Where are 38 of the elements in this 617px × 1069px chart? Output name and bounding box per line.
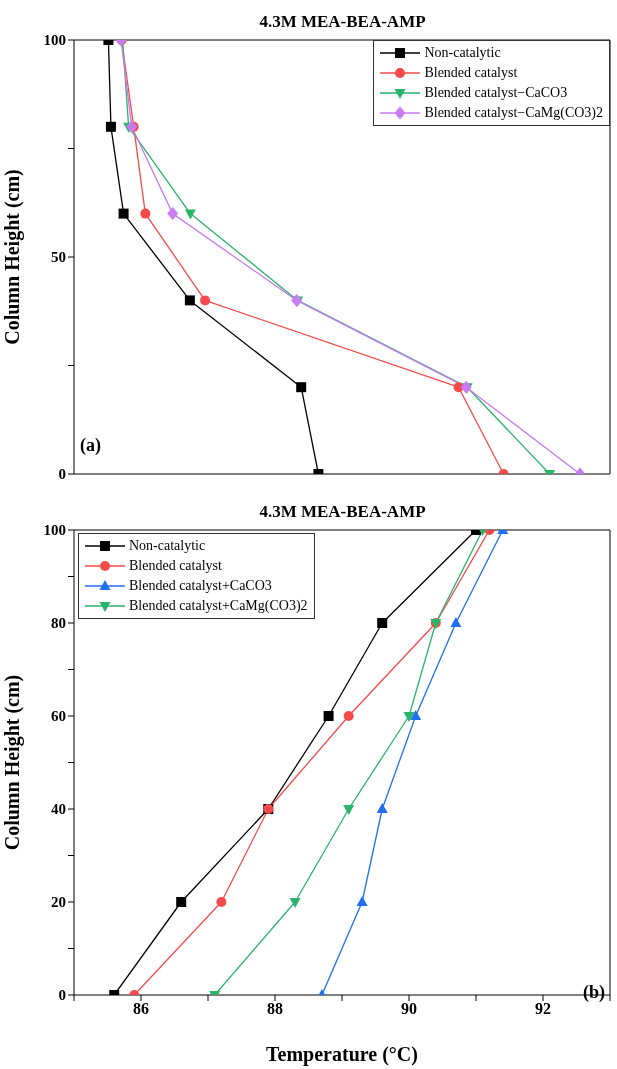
legend-label: Blended catalyst−CaMg(CO3)2	[424, 105, 603, 121]
x-tick-label: 90	[401, 1000, 417, 1018]
point	[403, 712, 415, 722]
y-tick-label: 40	[51, 801, 66, 818]
y-tick-label: 80	[51, 615, 66, 632]
x-axis-title: Temperature (°C)	[266, 1043, 418, 1066]
legend-label: Non-catalytic	[129, 538, 206, 554]
y-axis-title: Column Height (cm)	[1, 169, 25, 345]
annotation: (b)	[583, 982, 605, 1003]
point	[343, 805, 355, 815]
point	[376, 803, 388, 813]
y-tick-label: 20	[51, 894, 66, 911]
y-axis-title: Column Height (cm)	[1, 674, 25, 851]
legend-label: Non-catalytic	[424, 45, 501, 61]
legend-label: Blended catalyst+CaMg(CO3)2	[129, 598, 308, 614]
chart-title: 4.3M MEA-BEA-AMP	[258, 12, 427, 32]
y-tick-label: 100	[43, 32, 66, 49]
point	[410, 710, 422, 720]
point	[176, 897, 187, 907]
y-tick-label: 100	[43, 522, 66, 539]
legend-label: Blended catalyst+CaCO3	[129, 578, 272, 594]
point	[356, 896, 368, 906]
x-tick-label: 86	[133, 1000, 149, 1018]
legend-label: Blended catalyst	[424, 65, 518, 81]
y-tick-label: 0	[58, 466, 66, 483]
y-tick-label: 60	[51, 708, 66, 725]
point	[377, 618, 388, 628]
legend-label: Blended catalyst−CaCO3	[424, 85, 568, 101]
y-tick-label: 50	[51, 249, 66, 266]
point	[216, 897, 227, 907]
legend-label: Blended catalyst	[129, 558, 222, 574]
annotation: (a)	[80, 435, 101, 456]
point	[323, 711, 334, 721]
x-tick-label: 92	[535, 1000, 551, 1018]
y-tick-label: 0	[58, 987, 66, 1004]
x-tick-label: 88	[267, 1000, 283, 1018]
point	[343, 711, 354, 721]
chart-title: 4.3M MEA-BEA-AMP	[258, 502, 427, 522]
